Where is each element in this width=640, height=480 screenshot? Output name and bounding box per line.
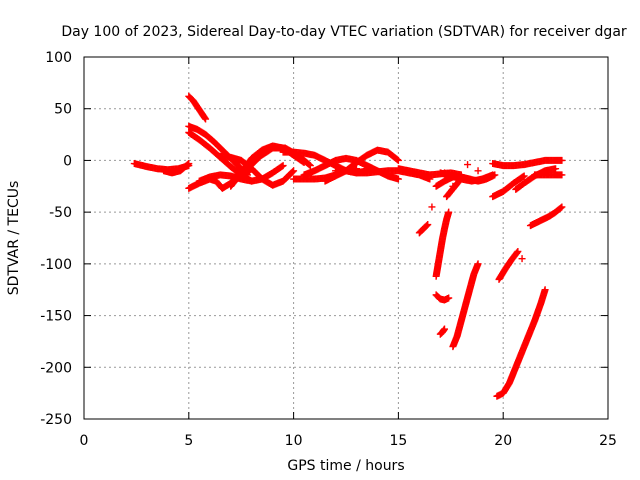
data-point-marker bbox=[424, 221, 432, 229]
data-points bbox=[130, 92, 566, 400]
data-point-marker bbox=[520, 172, 528, 180]
y-tick-label: 0 bbox=[63, 153, 72, 169]
data-point-marker bbox=[423, 221, 431, 229]
series-arc-15 bbox=[332, 167, 434, 183]
series-arc-21 bbox=[449, 260, 482, 351]
series-arc-31 bbox=[493, 286, 549, 400]
data-point-marker bbox=[185, 160, 193, 168]
data-point-marker bbox=[394, 156, 402, 164]
data-point-marker bbox=[428, 203, 436, 211]
x-tick-label: 5 bbox=[184, 433, 193, 449]
data-point-marker bbox=[290, 167, 298, 175]
y-tick-label: -50 bbox=[49, 205, 72, 221]
series-arc-20 bbox=[436, 325, 449, 338]
data-point-marker bbox=[558, 203, 566, 211]
data-point-marker bbox=[474, 167, 482, 175]
data-point-marker bbox=[288, 168, 296, 176]
data-point-marker bbox=[279, 162, 287, 170]
series-arc-26 bbox=[489, 172, 528, 201]
series-arc-25 bbox=[489, 156, 566, 170]
data-point-marker bbox=[449, 182, 457, 190]
series-arc-02 bbox=[160, 160, 193, 177]
data-point-marker bbox=[557, 204, 565, 212]
series-arc-07 bbox=[195, 162, 287, 185]
series-arc-17 bbox=[415, 221, 432, 237]
x-axis-label: GPS time / hours bbox=[287, 458, 404, 474]
data-point-marker bbox=[394, 175, 402, 183]
data-point-marker bbox=[441, 169, 449, 177]
data-point-marker bbox=[455, 177, 463, 185]
plot-frame bbox=[83, 56, 609, 420]
series-isolated-points bbox=[428, 161, 526, 263]
gridlines bbox=[84, 57, 608, 419]
data-point-marker bbox=[184, 160, 192, 168]
y-tick-label: -100 bbox=[40, 257, 72, 273]
y-tick-label: -200 bbox=[40, 360, 72, 376]
data-point-marker bbox=[202, 115, 210, 123]
data-point-marker bbox=[464, 161, 472, 169]
axis-ticks: 0 5 10 15 20 25 100 50 0 -50 -100 -150 -200 -250 bbox=[40, 50, 617, 449]
data-point-marker bbox=[541, 286, 549, 294]
data-point-marker bbox=[514, 247, 522, 255]
data-point-marker bbox=[305, 161, 313, 169]
data-point-marker bbox=[558, 171, 566, 179]
y-tick-label: -150 bbox=[40, 309, 72, 325]
data-point-marker bbox=[489, 171, 497, 179]
series-arc-29 bbox=[526, 203, 566, 230]
data-point-marker bbox=[558, 156, 566, 164]
chart-title: Day 100 of 2023, Sidereal Day-to-day VTE… bbox=[61, 24, 627, 40]
series-arc-30 bbox=[495, 247, 522, 283]
x-tick-label: 25 bbox=[599, 433, 617, 449]
y-tick-label: -250 bbox=[40, 412, 72, 428]
y-tick-label: 50 bbox=[54, 102, 72, 118]
y-tick-label: 100 bbox=[45, 50, 72, 66]
data-point-marker bbox=[445, 294, 453, 302]
data-point-marker bbox=[289, 168, 297, 176]
x-tick-label: 10 bbox=[285, 433, 303, 449]
data-point-marker bbox=[441, 325, 449, 333]
data-point-marker bbox=[552, 165, 560, 173]
data-point-marker bbox=[474, 260, 482, 268]
data-point-marker bbox=[518, 255, 526, 263]
series-arc-18 bbox=[432, 208, 453, 280]
data-point-marker bbox=[306, 162, 314, 170]
y-axis-label: SDTVAR / TECUs bbox=[6, 181, 22, 296]
series-arc-19 bbox=[432, 291, 453, 304]
x-tick-label: 20 bbox=[494, 433, 512, 449]
x-tick-label: 15 bbox=[389, 433, 407, 449]
x-tick-label: 0 bbox=[80, 433, 89, 449]
series-arc-28 bbox=[531, 171, 566, 179]
data-point-marker bbox=[445, 208, 453, 216]
series-arc-03 bbox=[185, 92, 210, 123]
series-arc-10 bbox=[216, 152, 298, 189]
